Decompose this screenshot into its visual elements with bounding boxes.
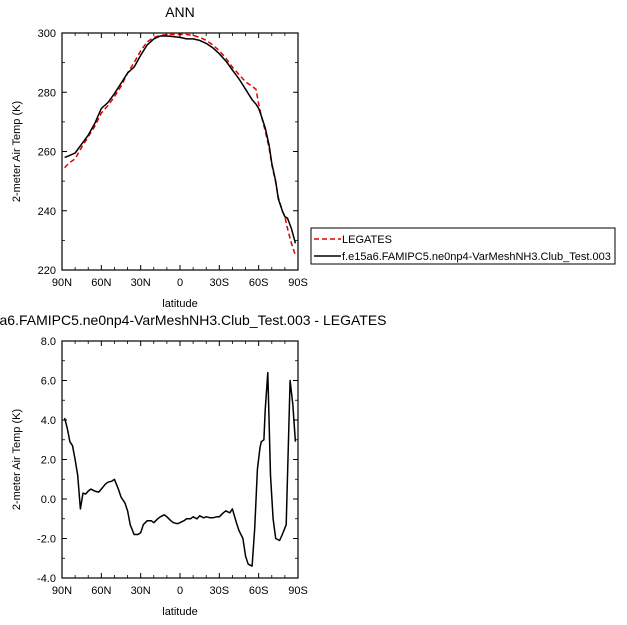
bottom-chart-title: a6.FAMIPC5.ne0np4-VarMeshNH3.Club_Test.0…: [0, 312, 387, 328]
bottom-ytick-label: 6.0: [41, 376, 56, 388]
top-xtick-label: 60S: [249, 277, 269, 289]
bottom-ytick-label: 4.0: [41, 415, 56, 427]
bottom-chart-ylabel: 2-meter Air Temp (K): [11, 409, 23, 510]
bottom-xtick-label: 0: [177, 585, 183, 597]
bottom-chart-plot-frame: [61, 340, 299, 579]
legend-label-legates: LEGATES: [342, 234, 392, 246]
top-chart-ticks: 90N 60N 30N 0 30S 60S 90S 220 240 260 280 300: [38, 28, 308, 289]
top-series-line-1: [64, 35, 297, 244]
legend-label-model: f.e15a6.FAMIPC5.ne0np4-VarMeshNH3.Club_T…: [342, 251, 611, 263]
legend-box: [310, 227, 616, 265]
top-chart-xlabel: latitude: [162, 298, 197, 310]
bottom-chart: a6.FAMIPC5.ne0np4-VarMeshNH3.Club_Test.0…: [0, 312, 387, 618]
top-ytick-label: 280: [38, 87, 56, 99]
top-series-line-0: [64, 33, 297, 256]
top-chart-title: ANN: [165, 4, 195, 20]
bottom-series-line-0: [63, 371, 297, 567]
bottom-ytick-label: 2.0: [41, 455, 56, 467]
bottom-xtick-label: 30S: [210, 585, 230, 597]
bottom-chart-ticks: 90N 60N 30N 0 30S 60S 90S -4.0 -2.0 0.0 2.0 4.0 6.0 8…: [37, 336, 308, 597]
top-xtick-label: 30S: [210, 277, 230, 289]
bottom-xtick-label: 90N: [52, 585, 72, 597]
bottom-chart-xlabel: latitude: [162, 606, 197, 618]
top-xtick-label: 60N: [91, 277, 111, 289]
top-ytick-label: 220: [38, 265, 56, 277]
top-ytick-label: 300: [38, 28, 56, 40]
top-chart-legend: LEGATES f.e15a6.FAMIPC5.ne0np4-VarMeshNH…: [310, 227, 616, 265]
bottom-ytick-label: -4.0: [37, 573, 56, 585]
top-xtick-label: 30N: [131, 277, 151, 289]
top-xtick-label: 0: [177, 277, 183, 289]
bottom-xtick-label: 60S: [249, 585, 269, 597]
top-xtick-label: 90N: [52, 277, 72, 289]
top-xtick-label: 90S: [288, 277, 308, 289]
bottom-xtick-label: 30N: [131, 585, 151, 597]
top-chart-plot-frame: [61, 32, 299, 271]
bottom-ytick-label: -2.0: [37, 534, 56, 546]
top-ytick-label: 260: [38, 147, 56, 159]
bottom-xtick-label: 60N: [91, 585, 111, 597]
top-chart: ANN 90N 60N 30N 0 30S 60S 90S 220 240 260 280 300 l…: [11, 4, 616, 310]
bottom-ytick-label: 0.0: [41, 494, 56, 506]
top-chart-ylabel: 2-meter Air Temp (K): [11, 101, 23, 202]
bottom-chart-series-group: [63, 371, 297, 567]
top-ytick-label: 240: [38, 206, 56, 218]
bottom-xtick-label: 90S: [288, 585, 308, 597]
bottom-ytick-label: 8.0: [41, 336, 56, 348]
top-chart-series-group: [64, 33, 297, 256]
